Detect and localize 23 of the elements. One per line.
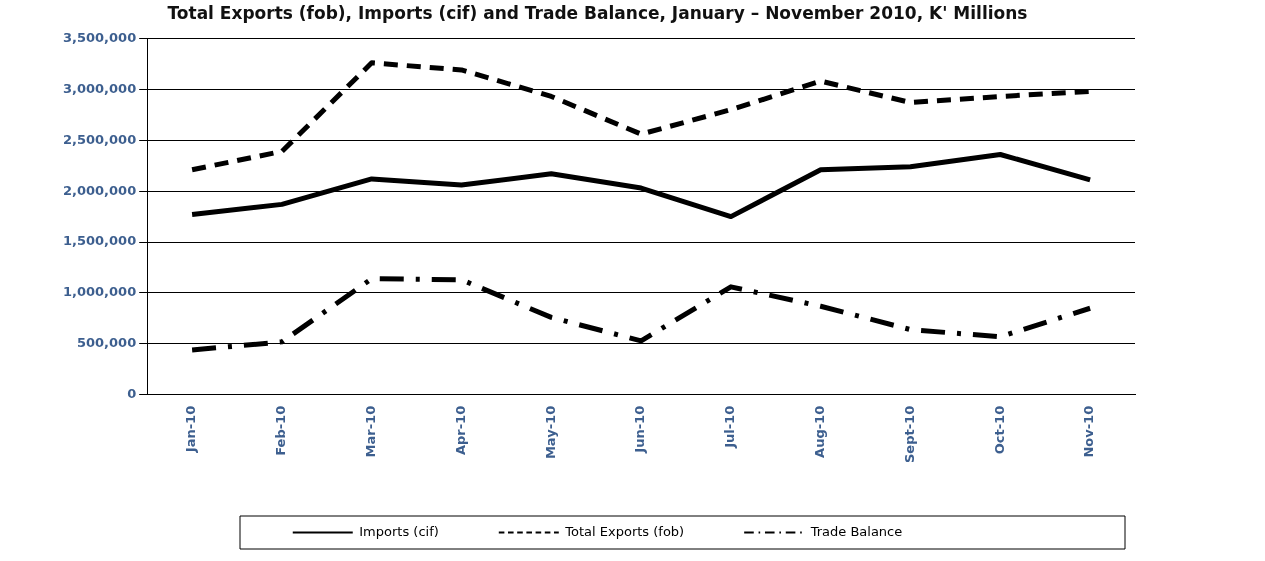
x-tick-label: Sept-10 xyxy=(901,405,917,463)
y-tick-label: 1,000,000 xyxy=(62,284,137,300)
chart-title: Total Exports (fob), Imports (cif) and Trade Balance, January – November 2010, K' Millions xyxy=(167,2,1028,23)
y-tick-label: 3,000,000 xyxy=(62,80,137,96)
x-tick-label: Oct-10 xyxy=(991,405,1007,455)
legend-label: Trade Balance xyxy=(809,523,903,539)
x-tick-label: Nov-10 xyxy=(1081,405,1097,458)
y-tick-label: 3,500,000 xyxy=(62,29,137,45)
x-tick-label: Feb-10 xyxy=(273,405,289,456)
x-tick-label: Jan-10 xyxy=(183,405,199,454)
x-tick-label: Apr-10 xyxy=(452,405,468,456)
y-tick-label: 500,000 xyxy=(76,335,137,351)
x-tick-label: Jul-10 xyxy=(722,405,738,449)
legend-label: Imports (cif) xyxy=(359,523,439,539)
legend-label: Total Exports (fob) xyxy=(564,523,685,539)
y-tick-label: 2,500,000 xyxy=(62,131,137,147)
x-tick-label: Aug-10 xyxy=(812,405,828,458)
y-tick-label: 0 xyxy=(127,386,137,402)
x-tick-label: Jun-10 xyxy=(632,405,648,454)
y-tick-label: 1,500,000 xyxy=(62,233,137,249)
y-tick-label: 2,000,000 xyxy=(62,182,137,198)
x-tick-label: Mar-10 xyxy=(363,405,379,458)
x-tick-label: May-10 xyxy=(542,405,558,460)
